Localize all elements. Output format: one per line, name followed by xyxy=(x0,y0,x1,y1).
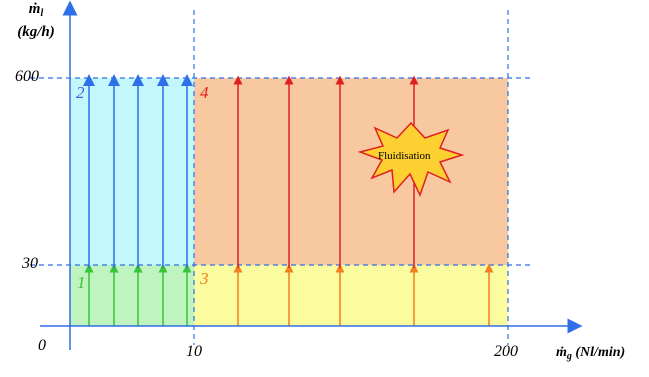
origin-label: 0 xyxy=(38,337,46,354)
y-axis-subscript: l xyxy=(40,8,44,19)
y-tick-30: 30 xyxy=(22,255,38,272)
zone-1-region xyxy=(70,265,194,326)
fluidisation-label: Fluidisation xyxy=(378,150,431,162)
zone-3-number: 3 xyxy=(200,269,209,288)
zone-2-number: 2 xyxy=(76,83,85,102)
y-axis-unit: (kg/h) xyxy=(17,24,55,40)
x-tick-10: 10 xyxy=(186,343,202,360)
zone-3-region xyxy=(194,265,508,326)
y-axis-symbol: ṁ xyxy=(28,1,41,17)
y-axis-label: ṁl (kg/h) xyxy=(6,0,66,41)
x-axis-subscript: g xyxy=(566,351,572,362)
x-axis-symbol: ṁ xyxy=(556,345,567,360)
fluidisation-burst-icon xyxy=(357,121,465,197)
x-axis-label: ṁg (Nl/min) xyxy=(556,345,625,362)
zone-2-region xyxy=(70,78,194,265)
y-tick-600: 600 xyxy=(15,68,39,85)
zone-4-number: 4 xyxy=(200,83,209,102)
x-axis-unit: (Nl/min) xyxy=(575,345,626,360)
x-tick-200: 200 xyxy=(494,343,518,360)
zone-1-number: 1 xyxy=(77,273,86,292)
zone-4-region xyxy=(194,78,508,265)
